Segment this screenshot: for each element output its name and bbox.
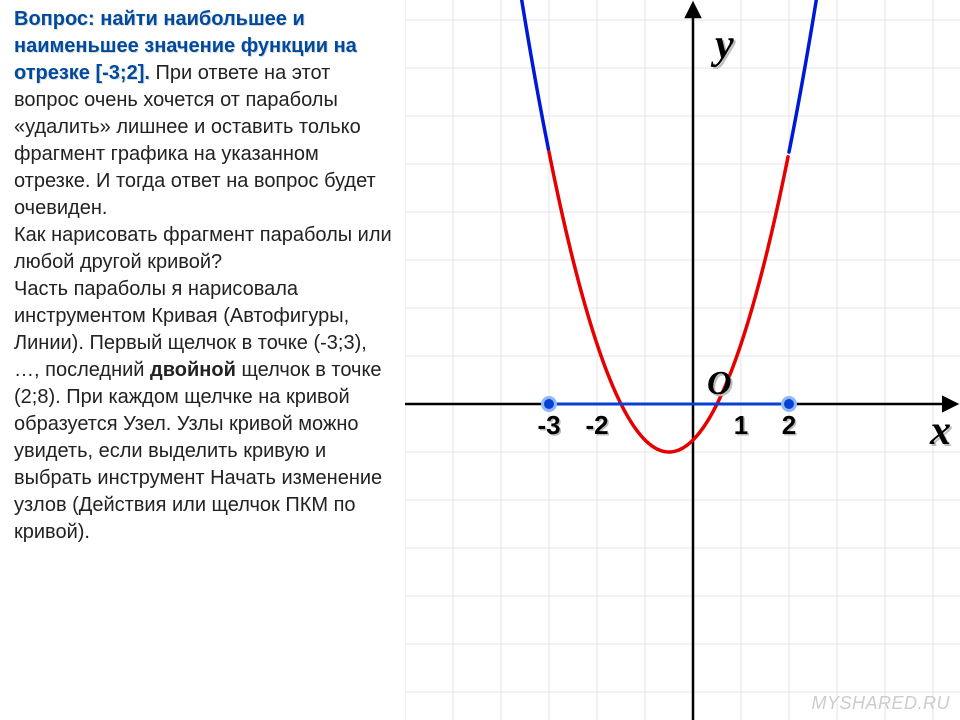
page-root: Вопрос: найти наибольшее и наименьшее зн… xyxy=(0,0,960,720)
svg-text:-2: -2 xyxy=(585,410,608,440)
chart-area: yyxxOO-3-3-2-21122 xyxy=(405,0,960,720)
paragraph-1: При ответе на этот вопрос очень хочется … xyxy=(14,62,376,219)
paragraph-3b: щелчок в точке (2;8). При каждом щелчке … xyxy=(14,359,382,543)
svg-text:O: O xyxy=(707,365,732,402)
watermark: MYSHARED.RU xyxy=(811,693,950,714)
svg-text:-3: -3 xyxy=(537,410,560,440)
chart-svg: yyxxOO-3-3-2-21122 xyxy=(405,0,960,720)
svg-text:x: x xyxy=(929,408,951,454)
svg-text:2: 2 xyxy=(782,410,796,440)
svg-text:1: 1 xyxy=(734,410,748,440)
paragraph-2: Как нарисовать фрагмент параболы или люб… xyxy=(14,224,392,273)
paragraph-3-bold: двойной xyxy=(150,359,236,381)
text-column: Вопрос: найти наибольшее и наименьшее зн… xyxy=(14,6,396,546)
